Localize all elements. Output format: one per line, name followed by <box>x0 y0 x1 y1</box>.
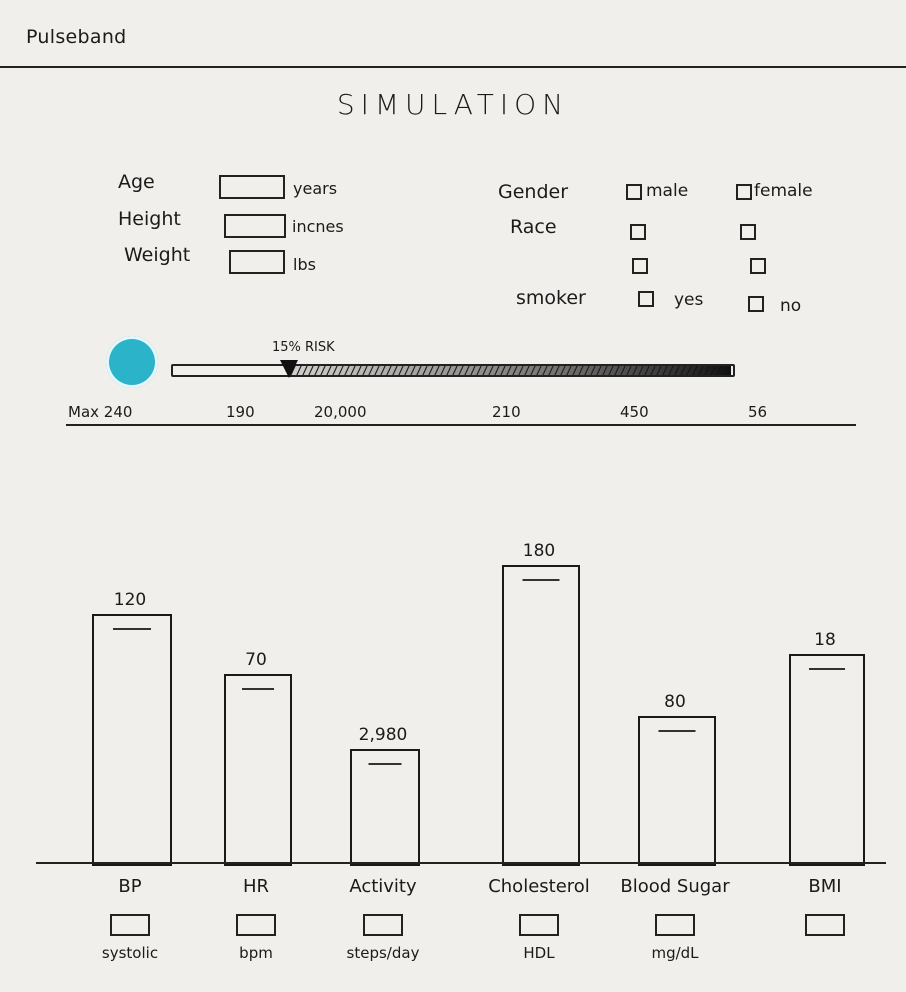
category-unit-label: systolic <box>101 944 159 962</box>
bar-value-label: 120 <box>113 590 147 610</box>
height-input[interactable] <box>224 214 286 238</box>
gender-male-label: male <box>646 181 689 201</box>
metric-input-box[interactable] <box>655 914 695 936</box>
risk-indicator-dot[interactable] <box>106 336 158 388</box>
category-label: BMI <box>808 876 842 897</box>
gender-label: Gender <box>498 181 569 203</box>
bar-target-mark <box>809 668 845 670</box>
height-label: Height <box>118 208 181 230</box>
bar-bmi <box>789 654 865 866</box>
gender-female-checkbox[interactable] <box>736 184 752 200</box>
scale-label-blood-sugar: 450 <box>620 403 649 421</box>
risk-slider-fill <box>290 366 731 375</box>
bar-target-mark <box>658 730 696 732</box>
smoker-no-checkbox[interactable] <box>748 296 764 312</box>
bar-value-label: 18 <box>814 630 836 650</box>
bar-value-label: 80 <box>664 692 686 712</box>
bar-bp <box>92 614 172 866</box>
weight-input[interactable] <box>229 250 285 274</box>
smoker-no-label: no <box>780 296 802 316</box>
scale-label-hr: 190 <box>226 403 255 421</box>
scale-label-bmi: 56 <box>748 403 768 421</box>
bar-target-mark <box>113 628 151 630</box>
bar-activity <box>350 749 420 866</box>
category-label: HR <box>242 876 270 897</box>
gender-male-checkbox[interactable] <box>626 184 642 200</box>
category-unit-label: mg/dL <box>651 944 699 962</box>
bar-blood-sugar <box>638 716 716 866</box>
smoker-label: smoker <box>516 287 586 309</box>
page-title: SIMULATION <box>336 88 570 121</box>
metric-input-box[interactable] <box>236 914 276 936</box>
weight-label: Weight <box>124 244 191 266</box>
category-unit-label: HDL <box>523 944 555 962</box>
race-option-3-checkbox[interactable] <box>632 258 648 274</box>
bar-cholesterol <box>502 565 580 866</box>
category-label: Cholesterol <box>488 876 590 897</box>
category-unit-label: bpm <box>239 944 273 962</box>
header-divider <box>0 66 906 68</box>
race-option-2-checkbox[interactable] <box>740 224 756 240</box>
scale-divider <box>66 424 856 426</box>
bar-value-label: 180 <box>522 541 556 561</box>
bar-hr <box>224 674 292 866</box>
category-label: Blood Sugar <box>620 876 730 897</box>
metric-input-box[interactable] <box>519 914 559 936</box>
risk-slider-thumb[interactable] <box>280 360 298 378</box>
category-unit-label: steps/day <box>346 944 420 962</box>
chart-baseline <box>36 862 886 864</box>
risk-label: 15% RISK <box>272 340 335 355</box>
bar-value-label: 70 <box>245 650 267 670</box>
risk-slider-track[interactable] <box>171 364 735 377</box>
scale-label-max: Max 240 <box>68 403 133 421</box>
age-unit: years <box>293 179 338 198</box>
scale-label-cholesterol: 210 <box>492 403 521 421</box>
smoker-yes-label: yes <box>674 290 704 310</box>
app-brand: Pulseband <box>26 26 127 48</box>
bar-target-mark <box>368 763 402 765</box>
metric-input-box[interactable] <box>805 914 845 936</box>
smoker-yes-checkbox[interactable] <box>638 291 654 307</box>
scale-label-activity: 20,000 <box>314 403 367 421</box>
metric-input-box[interactable] <box>363 914 403 936</box>
height-unit: incnes <box>292 217 344 236</box>
metric-input-box[interactable] <box>110 914 150 936</box>
race-label: Race <box>510 216 557 238</box>
age-input[interactable] <box>219 175 285 199</box>
gender-female-label: female <box>754 181 813 201</box>
bar-value-label: 2,980 <box>358 725 408 745</box>
race-option-4-checkbox[interactable] <box>750 258 766 274</box>
weight-unit: lbs <box>293 255 316 274</box>
category-label: BP <box>118 876 142 897</box>
race-option-1-checkbox[interactable] <box>630 224 646 240</box>
bar-target-mark <box>242 688 274 690</box>
category-label: Activity <box>349 876 417 897</box>
age-label: Age <box>118 171 155 193</box>
bar-target-mark <box>522 579 560 581</box>
